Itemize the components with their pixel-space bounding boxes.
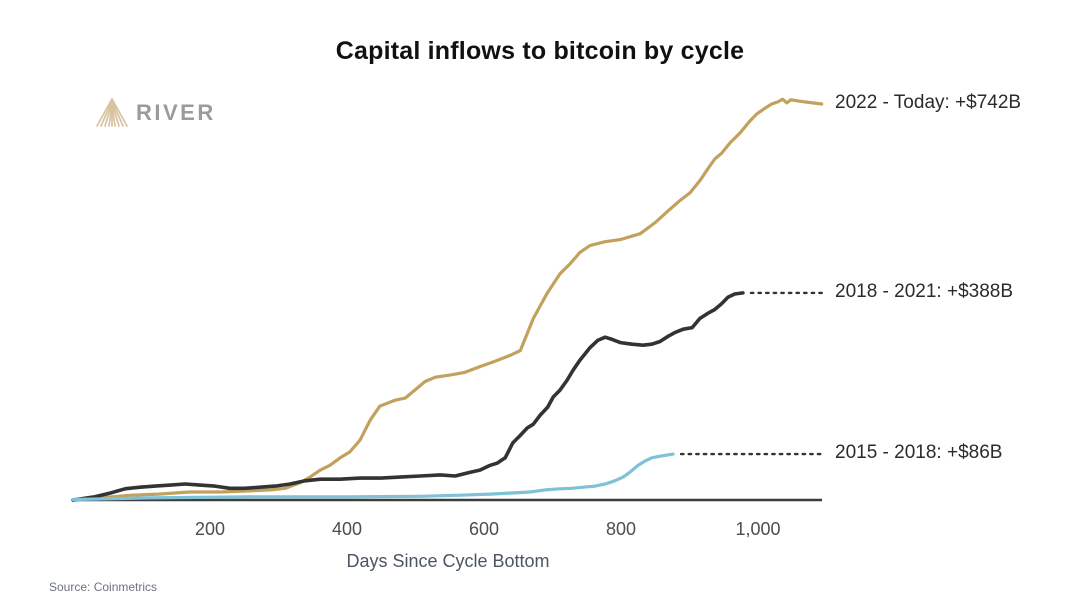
series-label-2018-2021: 2018 - 2021: +$388B [835,280,1014,302]
x-tick-400: 400 [331,519,363,539]
series-label-2022-today: 2022 - Today: +$742B [835,91,1022,113]
x-tick-200: 200 [194,519,226,539]
series-line-2022-today [71,97,824,502]
river-mountain-icon [96,98,128,127]
x-tick-600: 600 [468,519,500,539]
series-label-2015-2018: 2015 - 2018: +$86B [835,442,1003,464]
x-axis-label: Days Since Cycle Bottom [346,551,550,571]
source-attribution: Source: Coinmetrics [49,580,158,594]
series-line-2018-2021 [71,291,745,502]
river-logo: RIVER [95,97,216,128]
x-tick-800: 800 [605,519,637,539]
logo-brand-text: RIVER [136,99,216,125]
page-title: Capital inflows to bitcoin by cycle [335,37,745,65]
x-tick-1000: 1,000 [735,519,781,539]
series-line-2015-2018 [71,452,675,502]
